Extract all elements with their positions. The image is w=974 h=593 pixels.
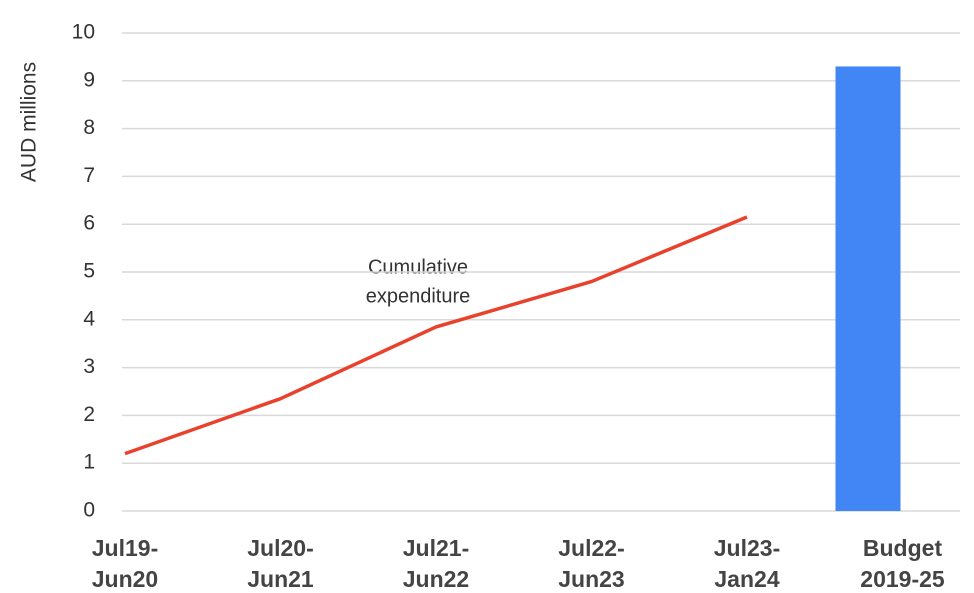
x-tick-label: 2019-25 — [860, 566, 945, 592]
y-tick-label: 6 — [83, 212, 95, 235]
x-tick-label: Jan24 — [714, 566, 779, 592]
x-tick-label: Jul22- — [558, 535, 624, 561]
y-tick-label: 2 — [83, 403, 95, 426]
x-tick-label: Jun20 — [92, 566, 158, 592]
y-tick-label: 7 — [83, 164, 95, 187]
annotation: Cumulative — [368, 256, 468, 278]
x-tick-label: Budget — [863, 535, 943, 561]
y-tick-label: 0 — [83, 499, 95, 522]
y-tick-label: 5 — [83, 260, 95, 283]
x-tick-label: Jun21 — [247, 566, 314, 592]
x-tick-label: Jul23- — [714, 535, 780, 561]
x-tick-label: Jun22 — [403, 566, 469, 592]
x-tick-label: Jul21- — [403, 535, 469, 561]
y-tick-label: 8 — [83, 116, 95, 139]
y-tick-label: 3 — [83, 355, 95, 378]
y-tick-label: 10 — [72, 21, 95, 44]
y-tick-label: 1 — [83, 451, 95, 474]
annotation: expenditure — [366, 285, 471, 307]
x-tick-label: Jul19- — [92, 535, 158, 561]
bar — [835, 66, 901, 512]
x-tick-label: Jul20- — [247, 535, 313, 561]
y-axis-label: AUD millions — [18, 62, 41, 182]
y-tick-label: 9 — [83, 68, 95, 91]
line — [124, 215, 748, 456]
y-tick-label: 4 — [83, 307, 95, 330]
x-tick-label: Jun23 — [558, 566, 624, 592]
